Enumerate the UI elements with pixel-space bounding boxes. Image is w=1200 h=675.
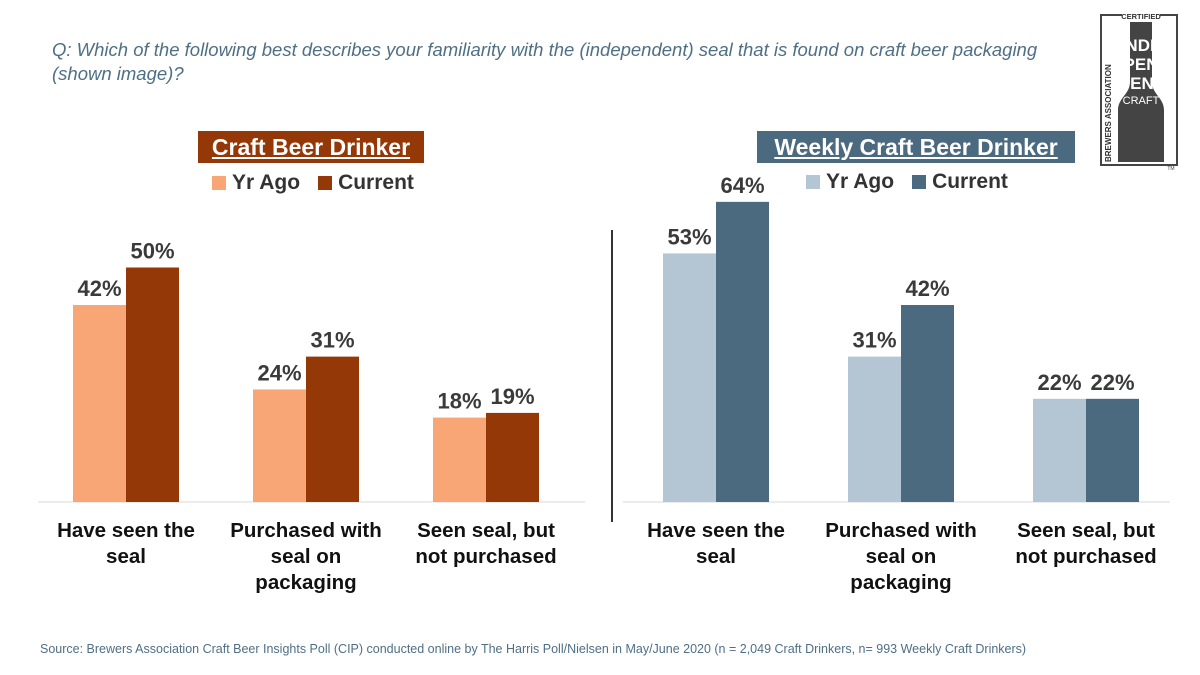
legend-label-yr-ago: Yr Ago bbox=[826, 170, 895, 193]
logo-line-2: PEN bbox=[1124, 55, 1159, 74]
legend-item-current: Current bbox=[318, 171, 414, 195]
legend-swatch-current bbox=[912, 175, 927, 189]
legend-label-yr-ago: Yr Ago bbox=[232, 171, 301, 194]
logo-tm: TM bbox=[1167, 166, 1174, 170]
bar-yr-ago bbox=[663, 253, 716, 502]
category-label: Purchased with seal on packaging bbox=[825, 519, 977, 594]
data-label-current: 50% bbox=[130, 239, 174, 264]
legend-label-current: Current bbox=[932, 170, 1008, 193]
bar-current bbox=[1086, 398, 1139, 502]
beer-bottle-seal-icon bbox=[1118, 22, 1164, 162]
data-label-yr-ago: 24% bbox=[257, 360, 301, 385]
legend-swatch-yr-ago bbox=[212, 176, 226, 190]
bar-yr-ago bbox=[253, 389, 306, 502]
logo-side-text: BREWERS ASSOCIATION bbox=[1104, 64, 1113, 162]
category-label: Seen seal, but not purchased bbox=[415, 519, 556, 568]
data-label-yr-ago: 31% bbox=[852, 328, 896, 353]
data-label-yr-ago: 22% bbox=[1037, 370, 1081, 395]
weekly-legend: Yr Ago Current bbox=[806, 169, 1026, 195]
data-label-current: 31% bbox=[310, 328, 354, 353]
logo-line-3: DENT bbox=[1118, 74, 1165, 93]
legend-swatch-current bbox=[318, 176, 333, 190]
legend-item-current: Current bbox=[912, 170, 1008, 194]
data-label-yr-ago: 18% bbox=[437, 389, 481, 414]
weekly-craft-beer-drinker-title: Weekly Craft Beer Drinker bbox=[757, 131, 1075, 163]
data-label-current: 42% bbox=[905, 276, 949, 301]
legend-item-yr-ago: Yr Ago bbox=[212, 171, 300, 195]
category-label: Purchased with seal on packaging bbox=[230, 519, 382, 594]
logo-line-1: INDE bbox=[1121, 36, 1162, 55]
bar-current bbox=[716, 201, 769, 502]
source-note: Source: Brewers Association Craft Beer I… bbox=[40, 642, 1027, 656]
bar-current bbox=[126, 267, 179, 502]
data-label-current: 64% bbox=[720, 173, 764, 198]
legend-item-yr-ago: Yr Ago bbox=[806, 170, 894, 194]
craft-beer-drinker-title: Craft Beer Drinker bbox=[198, 131, 424, 163]
data-label-yr-ago: 42% bbox=[77, 276, 121, 301]
bar-yr-ago bbox=[73, 305, 126, 502]
category-label: Have seen the seal bbox=[647, 519, 785, 568]
legend-label-current: Current bbox=[338, 171, 414, 194]
data-label-current: 22% bbox=[1090, 370, 1134, 395]
category-label: Have seen the seal bbox=[57, 519, 195, 568]
logo-line-4: CRAFT bbox=[1123, 95, 1160, 107]
craft-legend: Yr Ago Current bbox=[212, 170, 432, 196]
bar-current bbox=[901, 305, 954, 502]
bar-current bbox=[486, 412, 539, 502]
bar-current bbox=[306, 356, 359, 502]
independent-craft-seal-logo: CERTIFIED BREWERS ASSOCIATION INDE PEN D… bbox=[1100, 12, 1178, 170]
data-label-current: 19% bbox=[490, 384, 534, 409]
legend-swatch-yr-ago bbox=[806, 175, 820, 189]
survey-question: Q: Which of the following best describes… bbox=[52, 39, 1038, 84]
logo-top-text: CERTIFIED bbox=[1121, 12, 1161, 21]
bar-yr-ago bbox=[848, 356, 901, 502]
panel-divider bbox=[611, 230, 613, 522]
bar-yr-ago bbox=[1033, 398, 1086, 502]
data-label-yr-ago: 53% bbox=[667, 224, 711, 249]
bar-yr-ago bbox=[433, 417, 486, 502]
category-label: Seen seal, but not purchased bbox=[1015, 519, 1156, 568]
